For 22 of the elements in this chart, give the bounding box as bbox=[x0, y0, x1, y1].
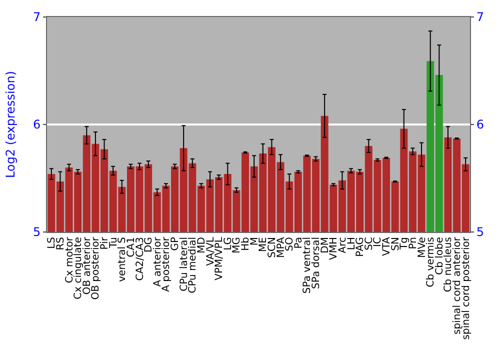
y2-tick-label: 6 bbox=[476, 118, 484, 132]
x-tick-label: MD bbox=[196, 236, 208, 254]
x-tick-label: SCN bbox=[266, 237, 278, 258]
x-tick-label: Arc bbox=[337, 237, 348, 254]
x-tick-label: A posterior bbox=[161, 236, 172, 292]
x-tick-label: spinal cord posterior bbox=[460, 236, 472, 340]
x-tick-label: Cb lobe bbox=[434, 237, 446, 275]
x-tick-label: Tg bbox=[399, 237, 410, 250]
x-tick-label: OB posterior bbox=[90, 236, 102, 300]
x-tick-label: Pn bbox=[408, 237, 419, 250]
x-tick-label: DG bbox=[144, 237, 155, 252]
y-tick-label: 7 bbox=[32, 10, 41, 24]
y2-tick-label: 5 bbox=[476, 225, 484, 240]
x-tick-label: CA1 bbox=[126, 237, 137, 258]
y-axis-title: Log2 (expression) bbox=[3, 71, 18, 178]
x-tick-label: MVe bbox=[416, 237, 428, 258]
y-tick-label: 6 bbox=[32, 118, 41, 132]
y2-tick-label: 7 bbox=[476, 10, 484, 24]
y-tick-label: 5 bbox=[32, 225, 41, 240]
x-tick-label: RS bbox=[55, 237, 66, 250]
x-tick-label: GP bbox=[170, 237, 182, 251]
x-tick-label: Pa bbox=[293, 237, 304, 249]
